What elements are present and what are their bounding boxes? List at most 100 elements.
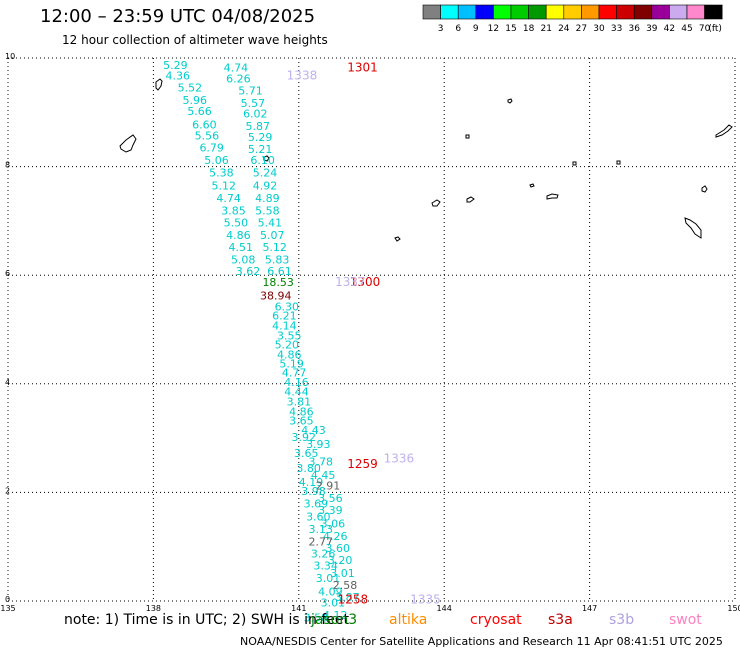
island-shape [465, 134, 470, 139]
wave-height-label: 3.62 [236, 265, 261, 278]
wave-height-label: 4.86 [277, 348, 302, 361]
wave-height-label: 5.58 [255, 204, 280, 217]
wave-height-label: 6.60 [192, 119, 217, 132]
wave-height-labels: 5.29 4.74 4.36 6.265.71 5.525.96 5.57 5.66 6.02… [163, 59, 360, 625]
wave-height-label: 4.36 [166, 70, 191, 83]
island-shape [529, 183, 535, 188]
colorbar-label: 27 [576, 24, 587, 34]
wave-height-label: 5.12 [212, 179, 237, 192]
lon-tick-label: 141 [291, 604, 306, 613]
lat-tick-label: 6 [5, 269, 10, 278]
wave-height-label: 3.55 [277, 329, 302, 342]
wave-height-label: 5.20 [275, 339, 300, 352]
wave-height-label: 4.45 [311, 469, 336, 482]
wave-height-label: 3.01 [330, 567, 355, 580]
wave-height-label: 3.56 [318, 492, 343, 505]
wave-height-label: 3.92 [292, 431, 317, 444]
wave-height-label: 3.39 [318, 504, 343, 517]
lat-tick-label: 8 [5, 161, 10, 170]
wave-height-label: 4.51 [229, 241, 254, 254]
wave-height-label: 3.60 [325, 542, 350, 555]
wave-height-label: 5.07 [260, 229, 285, 242]
wave-height-label: 5.24 [253, 166, 277, 179]
legend-item-altika: altika [389, 612, 428, 628]
wave-height-label: 3.81 [287, 396, 312, 409]
colorbar: 3 6 9 12 15 18 21 24 27 30 33 36 39 42 45 70(ft) [422, 4, 723, 34]
wave-height-label: 4.16 [284, 376, 309, 389]
wave-height-label: 3.98 [301, 485, 326, 498]
time-stamp-label: 1300 [350, 275, 381, 289]
colorbar-label: 18 [523, 24, 535, 34]
map-title: 12:00 – 23:59 UTC 04/08/2025 [40, 6, 316, 27]
wave-height-label: 3.58 [304, 612, 329, 625]
colorbar-label: 15 [505, 24, 516, 34]
wave-height-label: 3.87 [335, 591, 360, 604]
lat-tick-label: 0 [5, 595, 10, 604]
wave-height-label: 5.21 [248, 143, 273, 156]
lat-tick-label: 2 [5, 486, 10, 495]
island-shape [701, 185, 708, 193]
wave-height-label: 5.87 [245, 120, 270, 133]
wave-height-label: 4.09 [318, 586, 343, 599]
wave-height-label: 5.08 [231, 253, 256, 266]
colorbar-label: 42 [664, 24, 675, 34]
wave-height-label: 5.29 [163, 59, 188, 72]
wave-height-label: 3.34 [313, 560, 338, 573]
island-shape [684, 217, 702, 239]
time-stamp-label: 1337 [335, 275, 366, 289]
wave-height-label: 38.94 [260, 290, 292, 303]
wave-height-label: 4.86 [226, 229, 251, 242]
wave-height-label: 4.89 [255, 192, 280, 205]
time-stamp-label: 1336 [384, 452, 415, 466]
wave-height-label: 5.66 [187, 105, 212, 118]
wave-height-label: 18.53 [262, 276, 294, 289]
legend-item-s3a: s3a [548, 612, 573, 628]
time-stamp-label: 1338 [287, 69, 318, 83]
time-stamp-label: 1258 [338, 593, 369, 607]
wave-height-label: 3.06 [321, 518, 346, 531]
wave-height-label: 5.71 [238, 84, 263, 97]
wave-height-label: 2.77 [308, 536, 333, 549]
wave-height-label: 5.57 [241, 97, 266, 110]
wave-height-label: 4.26 [323, 530, 348, 543]
wave-height-label: 4.12 [323, 609, 348, 622]
wave-height-label: 3.65 [294, 447, 319, 460]
wave-height-label: 4.77 [282, 367, 307, 380]
wave-height-label: 4.43 [301, 424, 326, 437]
land-outlines [119, 78, 733, 242]
colorbar-label: 12 [488, 24, 499, 34]
wave-height-label: 5.50 [224, 216, 249, 229]
wave-height-label: 3.01 [316, 572, 341, 585]
wave-height-label: 3.20 [328, 554, 353, 567]
legend-item-cryosat: cryosat [470, 612, 522, 628]
lon-tick-label: 135 [0, 604, 15, 613]
wave-height-label: 2.91 [316, 480, 341, 493]
wave-height-label: 6.61 [267, 265, 292, 278]
colorbar-label: 70 [699, 24, 711, 34]
wave-height-label: 4.19 [299, 476, 324, 489]
wave-height-label: 3.69 [304, 498, 329, 511]
island-shape [466, 196, 475, 203]
note-text: note: 1) Time is in UTC; 2) SWH is in fe… [64, 612, 350, 628]
lat-tick-label: 10 [5, 52, 15, 61]
colorbar-label: 3 [438, 24, 444, 34]
wave-height-label: 5.38 [209, 166, 234, 179]
lon-tick-label: 144 [437, 604, 452, 613]
legend-item-s3b: s3b [609, 612, 635, 628]
wave-height-label: 3.65 [289, 415, 314, 428]
colorbar-label: 39 [646, 24, 658, 34]
colorbar-label: 9 [473, 24, 479, 34]
map-subtitle: 12 hour collection of altimeter wave hei… [62, 33, 328, 47]
wave-height-label: 5.96 [182, 94, 207, 107]
island-shape [546, 193, 559, 200]
colorbar-label: 33 [611, 24, 622, 34]
wave-height-label: 3.80 [296, 462, 321, 475]
island-shape [715, 124, 733, 138]
wave-height-label: 6.10 [250, 154, 274, 167]
lon-tick-label: 150 [727, 604, 740, 613]
wave-height-label: 5.29 [248, 131, 273, 144]
time-stamp-label: 1301 [347, 61, 378, 75]
wave-height-label: 3.93 [306, 438, 331, 451]
wave-height-label: 3.85 [221, 204, 246, 217]
colorbar-label: 21 [540, 24, 551, 34]
